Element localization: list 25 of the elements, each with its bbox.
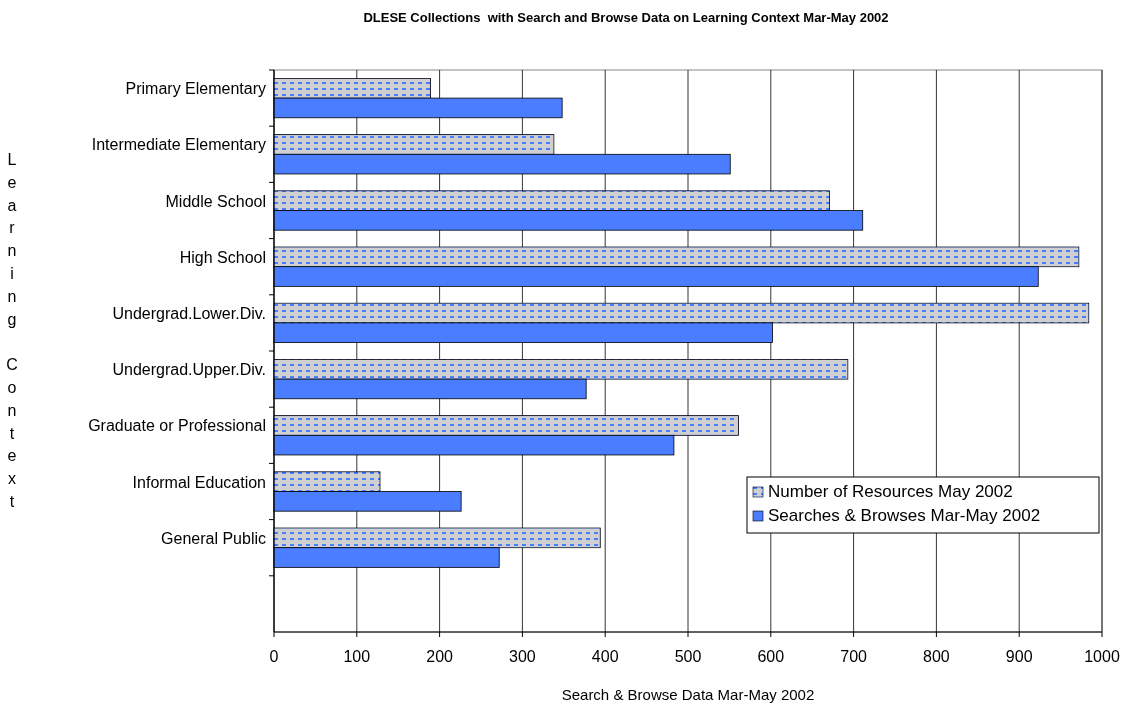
y-tick-label: Undergrad.Lower.Div. xyxy=(112,304,266,322)
x-axis-title: Search & Browse Data Mar-May 2002 xyxy=(561,686,815,703)
x-tick-label: 400 xyxy=(591,648,619,665)
text: Learning Context xyxy=(6,151,18,510)
x-tick-label: 900 xyxy=(1005,648,1033,665)
y-tick-label: Informal Education xyxy=(132,473,266,491)
y-tick-label: Primary Elementary xyxy=(125,80,266,98)
x-tick-label: 500 xyxy=(674,648,702,665)
y-tick-label: Middle School xyxy=(165,192,266,210)
legend-label: Number of Resources May 2002 xyxy=(768,482,1013,501)
x-tick-label: 700 xyxy=(840,648,868,665)
x-tick-label: 600 xyxy=(757,648,785,665)
x-tick-label: 800 xyxy=(923,648,950,665)
x-tick-label: 200 xyxy=(426,648,454,665)
y-tick-label: General Public xyxy=(161,529,266,547)
x-tick-label: 300 xyxy=(509,648,536,665)
y-tick-label: Undergrad.Upper.Div. xyxy=(112,361,266,379)
y-tick-label: High School xyxy=(179,248,266,266)
x-tick-label: 0 xyxy=(269,648,279,665)
x-tick-label: 100 xyxy=(343,648,371,665)
chart-title: DLESE Collections with Search and Browse Data on Learning Context Mar-May 2002 xyxy=(363,10,889,25)
y-tick-label: Graduate or Professional xyxy=(88,417,266,435)
legend-label: Searches & Browses Mar-May 2002 xyxy=(768,506,1041,525)
y-tick-label: Intermediate Elementary xyxy=(91,136,266,154)
x-tick-label: 1000 xyxy=(1084,648,1120,665)
